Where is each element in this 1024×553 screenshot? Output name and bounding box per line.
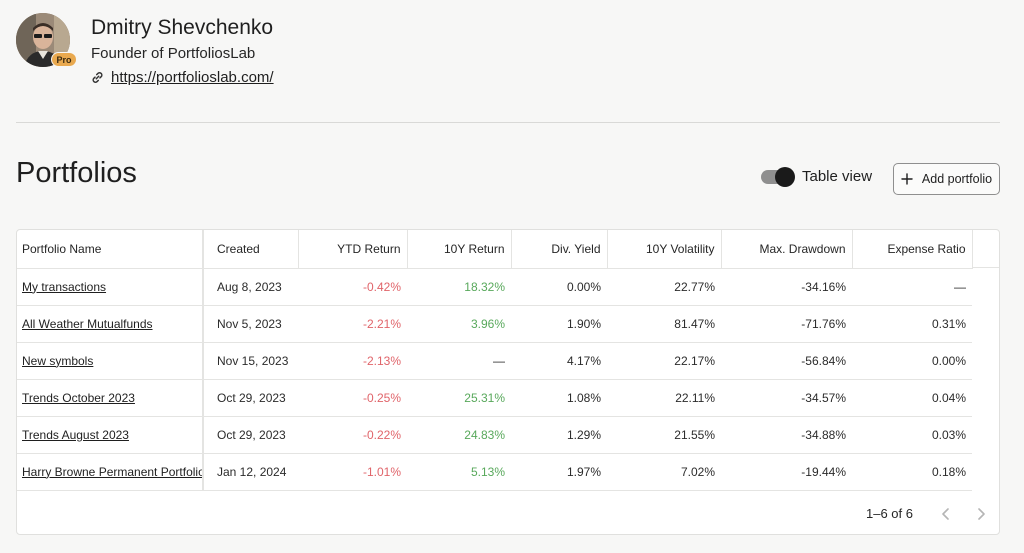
max-drawdown-cell: -71.76% — [721, 305, 852, 343]
table-row: Trends October 2023 Oct 29, 2023 -0.25% … — [17, 379, 972, 417]
10y-return-cell: 3.96% — [407, 305, 511, 343]
max-drawdown-cell: -19.44% — [721, 453, 852, 491]
created-cell: Oct 29, 2023 — [203, 379, 298, 417]
ytd-return-cell: -2.13% — [298, 342, 407, 380]
table-row: Harry Browne Permanent Portfolio Jan 12,… — [17, 453, 972, 491]
div-yield-cell: 1.08% — [511, 379, 607, 417]
expense-ratio-cell: 0.03% — [852, 416, 972, 454]
table-view-label: Table view — [802, 168, 873, 185]
expense-ratio-cell: — — [852, 268, 972, 306]
portfolio-link[interactable]: My transactions — [22, 279, 107, 294]
10y-return-cell: 25.31% — [407, 379, 511, 417]
created-cell: Oct 29, 2023 — [203, 416, 298, 454]
volatility-cell: 22.17% — [607, 342, 721, 380]
volatility-cell: 81.47% — [607, 305, 721, 343]
table-header-row: Portfolio Name Created YTD Return 10Y Re… — [17, 230, 973, 269]
column-header-10y-return[interactable]: 10Y Return — [407, 230, 512, 269]
divider — [16, 122, 1000, 123]
portfolios-table-card: Portfolio Name Created YTD Return 10Y Re… — [16, 229, 1000, 535]
table-pagination: 1–6 of 6 — [17, 494, 999, 534]
profile-website-link[interactable]: https://portfolioslab.com/ — [111, 69, 274, 86]
portfolio-name-cell: All Weather Mutualfunds — [17, 305, 204, 343]
expense-ratio-cell: 0.04% — [852, 379, 972, 417]
table-row: All Weather Mutualfunds Nov 5, 2023 -2.2… — [17, 305, 972, 343]
portfolio-name-cell: Trends August 2023 — [17, 416, 204, 454]
portfolio-name-cell: New symbols — [17, 342, 204, 380]
column-header-expense-ratio[interactable]: Expense Ratio — [852, 230, 973, 269]
max-drawdown-cell: -34.57% — [721, 379, 852, 417]
column-header-ytd-return[interactable]: YTD Return — [298, 230, 408, 269]
expense-ratio-cell: 0.18% — [852, 453, 972, 491]
table-row: My transactions Aug 8, 2023 -0.42% 18.32… — [17, 268, 972, 306]
portfolios-table: Portfolio Name Created YTD Return 10Y Re… — [17, 230, 973, 491]
column-header-10y-volatility[interactable]: 10Y Volatility — [607, 230, 722, 269]
profile-role: Founder of PortfoliosLab — [91, 45, 256, 62]
ytd-return-cell: -0.22% — [298, 416, 407, 454]
portfolio-link[interactable]: Trends October 2023 — [22, 390, 135, 405]
table-row: New symbols Nov 15, 2023 -2.13% — 4.17% … — [17, 342, 972, 380]
max-drawdown-cell: -56.84% — [721, 342, 852, 380]
max-drawdown-cell: -34.88% — [721, 416, 852, 454]
table-header-filler — [972, 230, 999, 268]
portfolio-link[interactable]: New symbols — [22, 353, 94, 368]
10y-return-cell: 18.32% — [407, 268, 511, 306]
ytd-return-cell: -1.01% — [298, 453, 407, 491]
volatility-cell: 7.02% — [607, 453, 721, 491]
volatility-cell: 22.11% — [607, 379, 721, 417]
pro-badge: Pro — [51, 52, 77, 67]
expense-ratio-cell: 0.00% — [852, 342, 972, 380]
div-yield-cell: 1.90% — [511, 305, 607, 343]
pagination-range: 1–6 of 6 — [866, 506, 913, 521]
div-yield-cell: 1.29% — [511, 416, 607, 454]
div-yield-cell: 1.97% — [511, 453, 607, 491]
ytd-return-cell: -0.42% — [298, 268, 407, 306]
add-portfolio-button[interactable]: Add portfolio — [893, 163, 1000, 195]
expense-ratio-cell: 0.31% — [852, 305, 972, 343]
volatility-cell: 21.55% — [607, 416, 721, 454]
portfolio-name-cell: Harry Browne Permanent Portfolio — [17, 453, 204, 491]
page-title: Portfolios — [16, 157, 137, 189]
created-cell: Nov 15, 2023 — [203, 342, 298, 380]
add-portfolio-label: Add portfolio — [921, 172, 993, 186]
portfolio-link[interactable]: All Weather Mutualfunds — [22, 316, 153, 331]
plus-icon — [901, 173, 913, 185]
volatility-cell: 22.77% — [607, 268, 721, 306]
profile-link-row: https://portfolioslab.com/ — [91, 69, 274, 86]
column-header-div-yield[interactable]: Div. Yield — [511, 230, 608, 269]
created-cell: Nov 5, 2023 — [203, 305, 298, 343]
chevron-left-icon[interactable] — [939, 506, 953, 522]
created-cell: Aug 8, 2023 — [203, 268, 298, 306]
10y-return-cell: — — [407, 342, 511, 380]
portfolio-name-cell: Trends October 2023 — [17, 379, 204, 417]
column-header-max-drawdown[interactable]: Max. Drawdown — [721, 230, 853, 269]
div-yield-cell: 0.00% — [511, 268, 607, 306]
column-header-portfolio-name[interactable]: Portfolio Name — [17, 230, 204, 269]
10y-return-cell: 24.83% — [407, 416, 511, 454]
column-header-created[interactable]: Created — [203, 230, 299, 269]
created-cell: Jan 12, 2024 — [203, 453, 298, 491]
ytd-return-cell: -0.25% — [298, 379, 407, 417]
table-view-toggle[interactable]: Table view — [761, 166, 873, 187]
toggle-knob — [775, 166, 795, 187]
portfolio-link[interactable]: Trends August 2023 — [22, 427, 129, 442]
profile-name: Dmitry Shevchenko — [91, 16, 274, 39]
max-drawdown-cell: -34.16% — [721, 268, 852, 306]
link-icon — [91, 71, 104, 84]
portfolio-name-cell: My transactions — [17, 268, 204, 306]
ytd-return-cell: -2.21% — [298, 305, 407, 343]
toggle-switch[interactable] — [761, 166, 795, 187]
table-row: Trends August 2023 Oct 29, 2023 -0.22% 2… — [17, 416, 972, 454]
10y-return-cell: 5.13% — [407, 453, 511, 491]
portfolio-link[interactable]: Harry Browne Permanent Portfolio — [22, 464, 203, 479]
chevron-right-icon[interactable] — [974, 506, 988, 522]
div-yield-cell: 4.17% — [511, 342, 607, 380]
